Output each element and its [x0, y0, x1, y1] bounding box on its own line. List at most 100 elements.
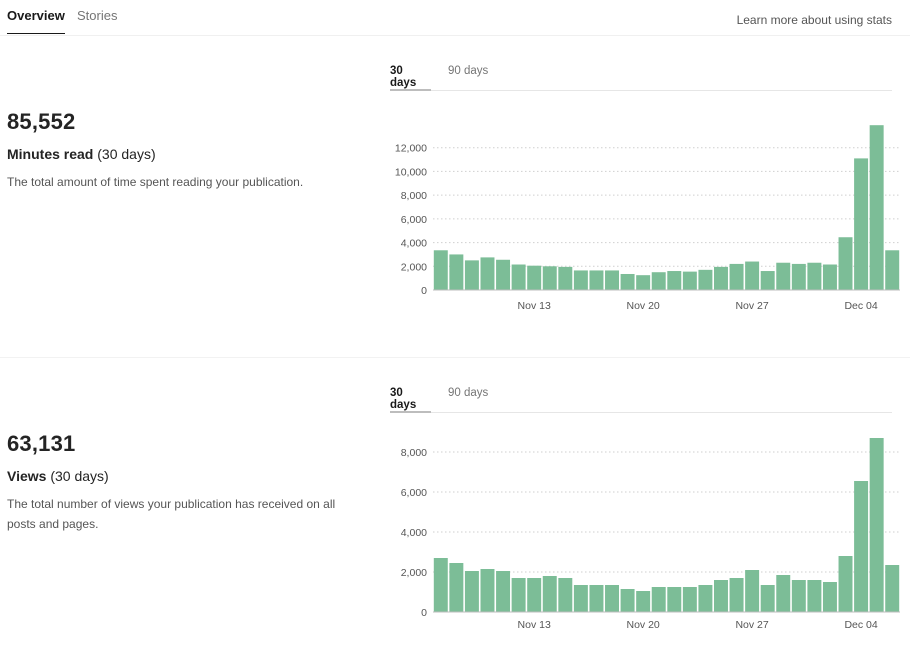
bar[interactable] — [822, 582, 837, 612]
bar[interactable] — [682, 587, 697, 612]
bar[interactable] — [760, 271, 775, 290]
bar[interactable] — [480, 257, 495, 290]
bar[interactable] — [511, 578, 526, 612]
bar[interactable] — [854, 481, 869, 612]
bar[interactable] — [527, 265, 542, 290]
bar[interactable] — [698, 585, 713, 612]
bar[interactable] — [838, 556, 853, 612]
tab-overview[interactable]: Overview — [7, 8, 65, 34]
views-tab-30-days[interactable]: 30 days — [390, 387, 431, 413]
bar[interactable] — [496, 571, 511, 612]
bar[interactable] — [667, 271, 682, 290]
y-tick-label: 0 — [421, 285, 427, 297]
bar[interactable] — [636, 275, 651, 290]
minutes-metric: 85,552 Minutes read (30 days) The total … — [7, 109, 352, 192]
x-tick-label: Nov 20 — [627, 300, 660, 312]
x-tick-label: Nov 20 — [627, 619, 660, 628]
bar[interactable] — [620, 589, 635, 612]
bar[interactable] — [573, 270, 588, 290]
y-tick-label: 4,000 — [401, 527, 427, 539]
learn-more-link[interactable]: Learn more about using stats — [736, 13, 892, 27]
y-tick-label: 6,000 — [401, 487, 427, 499]
y-tick-label: 8,000 — [401, 447, 427, 459]
bar[interactable] — [573, 585, 588, 612]
x-tick-label: Dec 04 — [844, 619, 877, 628]
x-tick-label: Nov 27 — [735, 300, 768, 312]
minutes-read-description: The total amount of time spent reading y… — [7, 175, 304, 189]
bar[interactable] — [791, 580, 806, 612]
views-label: Views — [7, 468, 47, 484]
minutes-read-section: 85,552 Minutes read (30 days) The total … — [0, 36, 910, 358]
y-tick-label: 2,000 — [401, 261, 427, 273]
bar[interactable] — [527, 578, 542, 612]
y-tick-label: 12,000 — [395, 143, 427, 155]
bar[interactable] — [449, 563, 464, 612]
views-title: Views (30 days) — [7, 468, 352, 484]
bar[interactable] — [589, 585, 604, 612]
minutes-read-value: 85,552 — [7, 109, 76, 134]
bar[interactable] — [745, 261, 760, 290]
x-tick-label: Dec 04 — [844, 300, 877, 312]
bar[interactable] — [496, 259, 511, 290]
bar[interactable] — [714, 266, 728, 290]
tab-stories[interactable]: Stories — [77, 8, 118, 23]
bar[interactable] — [745, 570, 760, 612]
bar[interactable] — [729, 578, 744, 612]
bar[interactable] — [885, 565, 900, 612]
bar[interactable] — [558, 266, 573, 290]
bar[interactable] — [589, 270, 604, 290]
minutes-read-title: Minutes read (30 days) — [7, 146, 352, 162]
bar[interactable] — [464, 571, 479, 612]
minutes-tab-30-days[interactable]: 30 days — [390, 65, 431, 91]
top-navigation: Overview Stories Learn more about using … — [0, 0, 910, 36]
bar[interactable] — [605, 270, 619, 290]
bar[interactable] — [682, 271, 697, 290]
bar[interactable] — [854, 158, 869, 290]
bar[interactable] — [620, 273, 635, 290]
x-tick-label: Nov 13 — [518, 619, 551, 628]
views-section: 63,131 Views (30 days) The total number … — [0, 358, 910, 649]
y-tick-label: 2,000 — [401, 567, 427, 579]
bar[interactable] — [433, 558, 448, 612]
minutes-read-bar-chart: 0 2,000 4,000 6,000 8,000 10,000 12,000 Nov 13 N… — [395, 125, 900, 312]
bar[interactable] — [791, 263, 806, 290]
bar[interactable] — [558, 578, 573, 612]
bar[interactable] — [807, 262, 822, 290]
bar[interactable] — [729, 263, 744, 290]
views-value: 63,131 — [7, 431, 76, 456]
bar[interactable] — [776, 575, 791, 612]
x-tick-label: Nov 27 — [735, 619, 768, 628]
views-bar-chart: 0 2,000 4,000 6,000 8,000 Nov 13 Nov 20 Nov 27 D… — [401, 438, 900, 628]
bar[interactable] — [667, 587, 682, 612]
bar[interactable] — [776, 262, 791, 290]
views-tab-90-days[interactable]: 90 days — [448, 387, 489, 399]
bar[interactable] — [511, 264, 526, 290]
bar[interactable] — [869, 438, 884, 612]
bar[interactable] — [822, 264, 837, 290]
bar[interactable] — [605, 585, 619, 612]
bar[interactable] — [542, 576, 557, 612]
views-range-tabs: 30 days 90 days — [390, 387, 892, 413]
minutes-read-label: Minutes read — [7, 146, 94, 162]
views-metric: 63,131 Views (30 days) The total number … — [7, 431, 352, 534]
bar[interactable] — [807, 580, 822, 612]
bar[interactable] — [651, 587, 666, 612]
bar[interactable] — [480, 569, 495, 612]
y-tick-label: 8,000 — [401, 190, 427, 202]
bar[interactable] — [760, 585, 775, 612]
bar[interactable] — [869, 125, 884, 290]
bar[interactable] — [636, 591, 651, 612]
minutes-tab-90-days[interactable]: 90 days — [448, 65, 489, 77]
bar[interactable] — [449, 254, 464, 290]
minutes-read-period: (30 days) — [97, 146, 156, 162]
bar[interactable] — [464, 260, 479, 290]
views-period: (30 days) — [50, 468, 109, 484]
bar[interactable] — [838, 237, 853, 290]
bar[interactable] — [651, 272, 666, 290]
bar[interactable] — [714, 580, 728, 612]
bar[interactable] — [433, 250, 448, 290]
bar[interactable] — [698, 269, 713, 290]
bar[interactable] — [885, 250, 900, 290]
y-tick-label: 10,000 — [395, 166, 427, 178]
bar[interactable] — [542, 266, 557, 290]
